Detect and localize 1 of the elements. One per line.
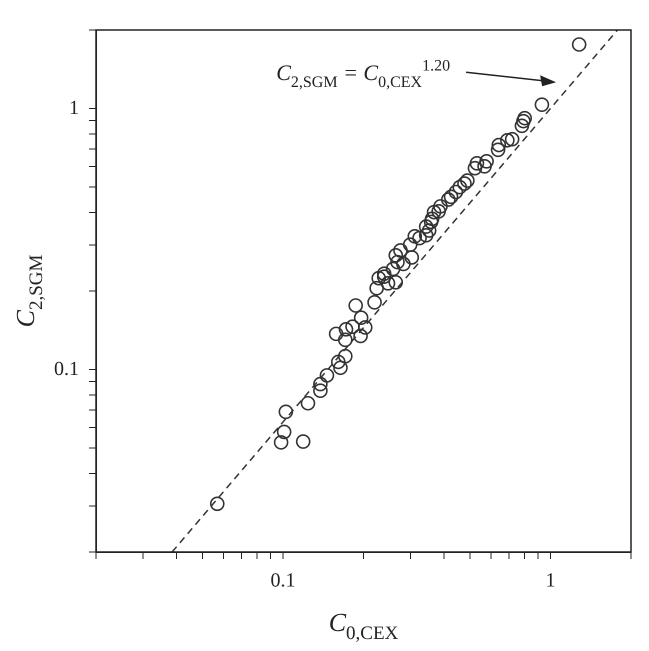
y-axis-title: C2,SGM xyxy=(11,254,47,328)
